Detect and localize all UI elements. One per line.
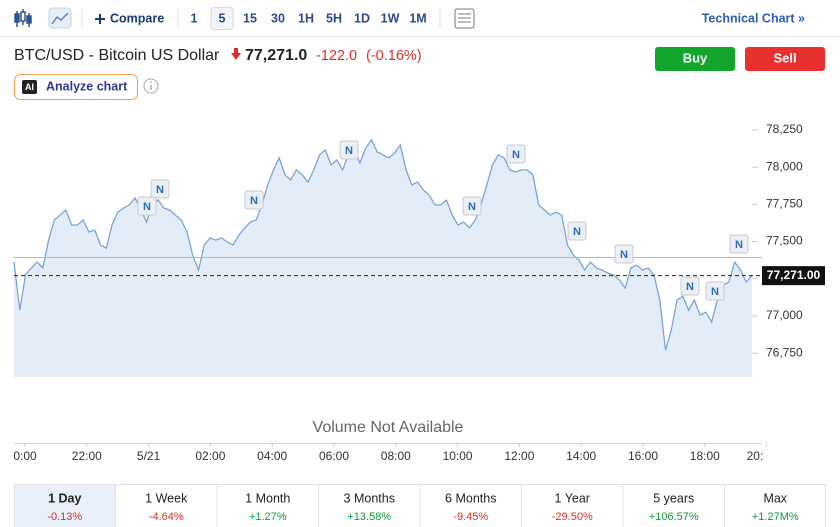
news-marker-label[interactable]: N: [686, 281, 694, 293]
y-tick-label: 78,000: [766, 159, 803, 173]
period-label[interactable]: 1 Month: [245, 491, 290, 505]
last-price: 77,271.0: [245, 47, 307, 64]
ai-badge-label: AI: [25, 82, 34, 92]
plus-icon: [95, 14, 105, 24]
period-change: +1.27M%: [752, 511, 799, 523]
period-label[interactable]: 3 Months: [344, 491, 395, 505]
x-tick-label: 06:00: [319, 449, 349, 463]
price-line: [13, 138, 753, 351]
period-change: +106.57%: [649, 511, 699, 523]
last-price-tag: [762, 266, 825, 286]
news-marker-label[interactable]: N: [735, 239, 743, 251]
buy-label[interactable]: Buy: [683, 50, 708, 65]
period-label[interactable]: 1 Day: [48, 491, 81, 505]
period-selected: [15, 485, 116, 527]
candle-icon[interactable]: [14, 9, 32, 27]
interval-button[interactable]: 1W: [381, 11, 400, 25]
news-marker-label[interactable]: N: [345, 145, 353, 157]
x-tick-label: 18:00: [690, 449, 720, 463]
period-label[interactable]: 1 Week: [145, 491, 188, 505]
x-tick-label: 5/21: [137, 449, 161, 463]
analyze-button[interactable]: [14, 74, 138, 100]
interval-button[interactable]: 1H: [298, 11, 314, 25]
period-label[interactable]: 1 Year: [555, 491, 590, 505]
y-tick-label: 78,250: [766, 122, 803, 136]
x-tick-label: 02:00: [195, 449, 225, 463]
news-marker[interactable]: [244, 190, 264, 210]
interval-button[interactable]: 1D: [354, 11, 370, 25]
area-icon[interactable]: [48, 7, 72, 29]
period-label[interactable]: Max: [763, 491, 787, 505]
x-tick-label: 0:00: [13, 449, 37, 463]
buy-button[interactable]: [655, 47, 735, 71]
technical-chart-link[interactable]: Technical Chart »: [702, 11, 805, 25]
news-marker[interactable]: [339, 140, 359, 160]
x-tick-label: 10:00: [443, 449, 473, 463]
news-marker[interactable]: [614, 244, 634, 264]
info-icon[interactable]: [143, 78, 159, 94]
news-marker-label[interactable]: N: [620, 249, 628, 261]
y-tick-label: 77,000: [766, 308, 803, 322]
x-tick-label: 04:00: [257, 449, 287, 463]
x-tick-label: 14:00: [566, 449, 596, 463]
interval-button[interactable]: 5H: [326, 11, 342, 25]
compare-button[interactable]: Compare: [110, 11, 164, 25]
price-change: -122.0: [316, 48, 357, 64]
sell-label[interactable]: Sell: [773, 50, 796, 65]
period-change: -29.50%: [552, 511, 593, 523]
news-marker[interactable]: [462, 196, 482, 216]
interval-button[interactable]: 30: [271, 11, 285, 25]
news-marker-label[interactable]: N: [143, 201, 151, 213]
price-change-pct: (-0.16%): [366, 48, 422, 64]
interval-button[interactable]: 1: [191, 11, 198, 25]
period-change: +13.58%: [347, 511, 391, 523]
period-label[interactable]: 6 Months: [445, 491, 496, 505]
ai-badge: [22, 80, 37, 94]
news-marker[interactable]: [506, 144, 526, 164]
news-marker-label[interactable]: N: [250, 195, 258, 207]
news-marker-label[interactable]: N: [711, 286, 719, 298]
last-price-tag-label: 77,271.00: [767, 268, 821, 282]
news-marker[interactable]: [729, 234, 749, 254]
interval-selected: [210, 7, 234, 30]
volume-note: Volume Not Available: [313, 419, 464, 436]
news-marker-label[interactable]: N: [468, 201, 476, 213]
period-change: -0.13%: [47, 511, 82, 523]
news-marker[interactable]: [705, 281, 725, 301]
news-marker-label[interactable]: N: [512, 149, 520, 161]
period-change: +1.27%: [249, 511, 287, 523]
sell-button[interactable]: [745, 47, 825, 71]
news-marker[interactable]: [150, 179, 170, 199]
y-tick-label: 76,750: [766, 345, 803, 359]
period-change: -4.64%: [149, 511, 184, 523]
news-marker-label[interactable]: N: [156, 184, 164, 196]
news-marker-label[interactable]: N: [573, 226, 581, 238]
period-label[interactable]: 5 years: [653, 491, 694, 505]
interval-button[interactable]: 5: [219, 11, 226, 25]
y-tick-label: 77,500: [766, 234, 803, 248]
table-icon[interactable]: [454, 8, 475, 29]
x-tick-label: 08:00: [381, 449, 411, 463]
analyze-label[interactable]: Analyze chart: [46, 79, 128, 93]
x-tick-label: 16:00: [628, 449, 658, 463]
x-tick-label: 22:00: [72, 449, 102, 463]
symbol-name: BTC/USD - Bitcoin US Dollar: [14, 47, 220, 64]
interval-button[interactable]: 1M: [409, 11, 426, 25]
y-tick-label: 77,750: [766, 197, 803, 211]
down-arrow-icon: [231, 48, 241, 60]
x-tick-label: 12:00: [504, 449, 534, 463]
news-marker[interactable]: [137, 196, 157, 216]
news-marker[interactable]: [567, 221, 587, 241]
news-marker[interactable]: [680, 276, 700, 296]
area-fill: [14, 139, 752, 377]
interval-button[interactable]: 15: [243, 11, 257, 25]
period-change: -9.45%: [453, 511, 488, 523]
x-tick-label: 20:: [747, 449, 764, 463]
